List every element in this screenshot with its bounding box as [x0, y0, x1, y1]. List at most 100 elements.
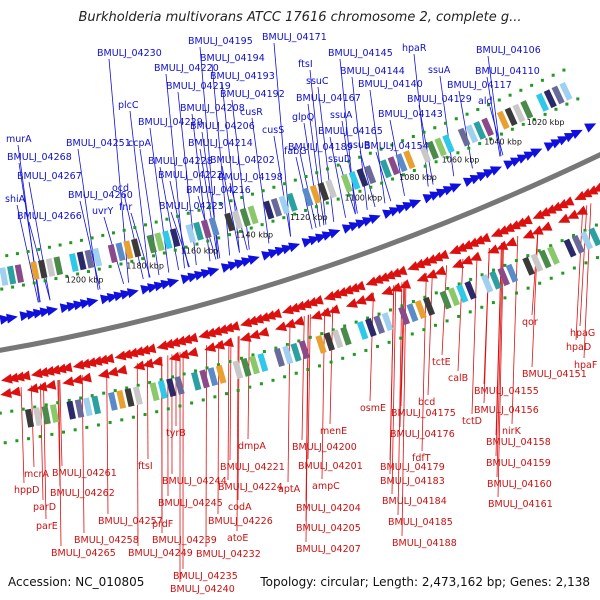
reverse-gene-arrow[interactable] [125, 347, 139, 360]
forward-gene-arrow[interactable] [247, 252, 261, 265]
reverse-gene-label[interactable]: BMULJ_04158 [486, 437, 551, 448]
reverse-gene-label[interactable]: parE [36, 521, 58, 532]
forward-gene-label[interactable]: BMULJ_04214 [188, 138, 253, 149]
reverse-gene-arrow[interactable] [486, 244, 500, 257]
reverse-gene-arrow[interactable] [268, 308, 282, 321]
reverse-gene-arrow[interactable] [519, 214, 533, 229]
forward-gene-label[interactable]: BMULJ_04145 [328, 48, 393, 59]
forward-gene-arrow[interactable] [489, 162, 504, 176]
reverse-gene-arrow[interactable] [35, 381, 48, 394]
reverse-gene-arrow[interactable] [471, 235, 486, 248]
forward-gene-label[interactable]: BMULJ_04230 [97, 48, 162, 59]
reverse-gene-label[interactable]: calB [448, 373, 468, 384]
reverse-gene-arrow[interactable] [185, 332, 199, 345]
reverse-gene-label[interactable]: codA [228, 502, 252, 513]
reverse-gene-arrow[interactable] [197, 329, 211, 342]
forward-gene-label[interactable]: ocd [112, 183, 129, 194]
reverse-gene-arrow[interactable] [310, 295, 324, 308]
reverse-gene-arrow[interactable] [521, 229, 535, 243]
forward-gene-label[interactable]: plcC [118, 100, 139, 111]
reverse-gene-arrow[interactable] [137, 344, 151, 357]
reverse-gene-arrow[interactable] [450, 258, 465, 272]
reverse-gene-arrow[interactable] [433, 265, 447, 279]
reverse-gene-label[interactable]: qor [522, 317, 538, 328]
forward-gene-label[interactable]: hpaR [402, 43, 427, 54]
forward-gene-label[interactable]: BMULJ_04268 [7, 152, 72, 163]
forward-gene-label[interactable]: BMULJ_04193 [210, 71, 275, 82]
reverse-gene-arrow[interactable] [141, 358, 154, 370]
reverse-gene-arrow[interactable] [503, 236, 518, 251]
forward-gene-label[interactable]: BMULJ_04229 [138, 117, 203, 128]
forward-gene-label[interactable]: BMULJ_04208 [180, 103, 245, 114]
reverse-gene-label[interactable]: prdF [152, 519, 173, 530]
reverse-gene-arrow[interactable] [72, 359, 85, 372]
forward-gene-label[interactable]: BMULJ_04140 [358, 79, 423, 90]
reverse-gene-arrow[interactable] [328, 289, 342, 302]
reverse-gene-label[interactable]: BMULJ_04245 [158, 498, 223, 509]
reverse-gene-arrow[interactable] [477, 232, 491, 246]
reverse-gene-arrow[interactable] [423, 254, 438, 267]
reverse-gene-arrow[interactable] [150, 356, 163, 368]
reverse-gene-label[interactable]: BMULJ_04232 [196, 549, 261, 560]
reverse-gene-arrow[interactable] [380, 285, 394, 299]
reverse-gene-label[interactable]: BMULJ_04258 [74, 535, 139, 546]
reverse-gene-label[interactable]: hppD [14, 485, 39, 496]
reverse-gene-arrow[interactable] [173, 335, 187, 348]
reverse-gene-label[interactable]: BMULJ_04235 [173, 571, 238, 582]
reverse-gene-arrow[interactable] [113, 350, 127, 363]
forward-gene-arrow[interactable] [543, 138, 558, 152]
reverse-gene-arrow[interactable] [155, 340, 169, 352]
reverse-gene-arrow[interactable] [61, 376, 75, 388]
reverse-gene-arrow[interactable] [572, 190, 587, 205]
forward-gene-label[interactable]: BMULJ_04129 [407, 94, 472, 105]
reverse-gene-label[interactable]: tctE [432, 357, 451, 368]
forward-gene-label[interactable]: BMULJ_04165 [318, 126, 383, 137]
forward-gene-arrow[interactable] [167, 275, 180, 288]
reverse-gene-arrow[interactable] [468, 251, 482, 265]
forward-gene-label[interactable]: BMULJ_04219 [166, 81, 231, 92]
reverse-gene-arrow[interactable] [501, 222, 515, 237]
forward-gene-label[interactable]: ssuA [428, 65, 451, 76]
forward-gene-arrow[interactable] [550, 135, 564, 149]
reverse-gene-arrow[interactable] [209, 326, 223, 339]
reverse-gene-arrow[interactable] [584, 185, 599, 199]
reverse-gene-arrow[interactable] [212, 339, 225, 353]
forward-gene-arrow[interactable] [368, 211, 383, 225]
reverse-gene-arrow[interactable] [221, 322, 235, 336]
reverse-gene-arrow[interactable] [176, 349, 190, 361]
reverse-gene-arrow[interactable] [44, 379, 57, 392]
forward-gene-arrow[interactable] [207, 264, 220, 277]
reverse-gene-label[interactable]: BMULJ_04262 [50, 488, 115, 499]
forward-gene-label[interactable]: fnr [119, 202, 132, 213]
reverse-gene-arrow[interactable] [415, 272, 429, 286]
reverse-gene-arrow[interactable] [447, 244, 462, 258]
reverse-gene-arrow[interactable] [78, 358, 91, 371]
reverse-gene-label[interactable]: BMULJ_04151 [522, 369, 587, 380]
forward-gene-label[interactable]: BMULJ_04228 [148, 156, 213, 167]
reverse-gene-arrow[interactable] [161, 338, 175, 351]
reverse-gene-arrow[interactable] [203, 342, 217, 355]
reverse-gene-arrow[interactable] [8, 386, 21, 399]
reverse-gene-arrow[interactable] [327, 304, 341, 317]
reverse-gene-arrow[interactable] [106, 366, 119, 379]
forward-gene-label[interactable]: glpQ [292, 112, 314, 123]
reverse-gene-arrow[interactable] [42, 365, 55, 378]
reverse-gene-label[interactable]: atoE [227, 533, 248, 544]
reverse-gene-arrow[interactable] [334, 286, 348, 300]
forward-gene-arrow[interactable] [86, 295, 100, 308]
reverse-gene-arrow[interactable] [494, 240, 509, 254]
reverse-gene-arrow[interactable] [429, 251, 444, 265]
reverse-gene-arrow[interactable] [560, 196, 575, 210]
forward-gene-arrow[interactable] [530, 144, 544, 158]
forward-gene-arrow[interactable] [126, 286, 140, 298]
reverse-gene-label[interactable]: BMULJ_04244 [162, 476, 227, 487]
reverse-gene-arrow[interactable] [304, 297, 318, 310]
forward-gene-label[interactable]: uvrY [92, 206, 114, 217]
reverse-gene-label[interactable]: dmpA [238, 441, 266, 452]
reverse-gene-arrow[interactable] [18, 370, 31, 383]
reverse-gene-arrow[interactable] [30, 368, 43, 380]
forward-gene-label[interactable]: BMULJ_04154 [364, 141, 429, 152]
reverse-gene-arrow[interactable] [507, 220, 521, 234]
forward-gene-label[interactable]: ccpA [128, 138, 151, 149]
reverse-gene-arrow[interactable] [574, 205, 588, 220]
